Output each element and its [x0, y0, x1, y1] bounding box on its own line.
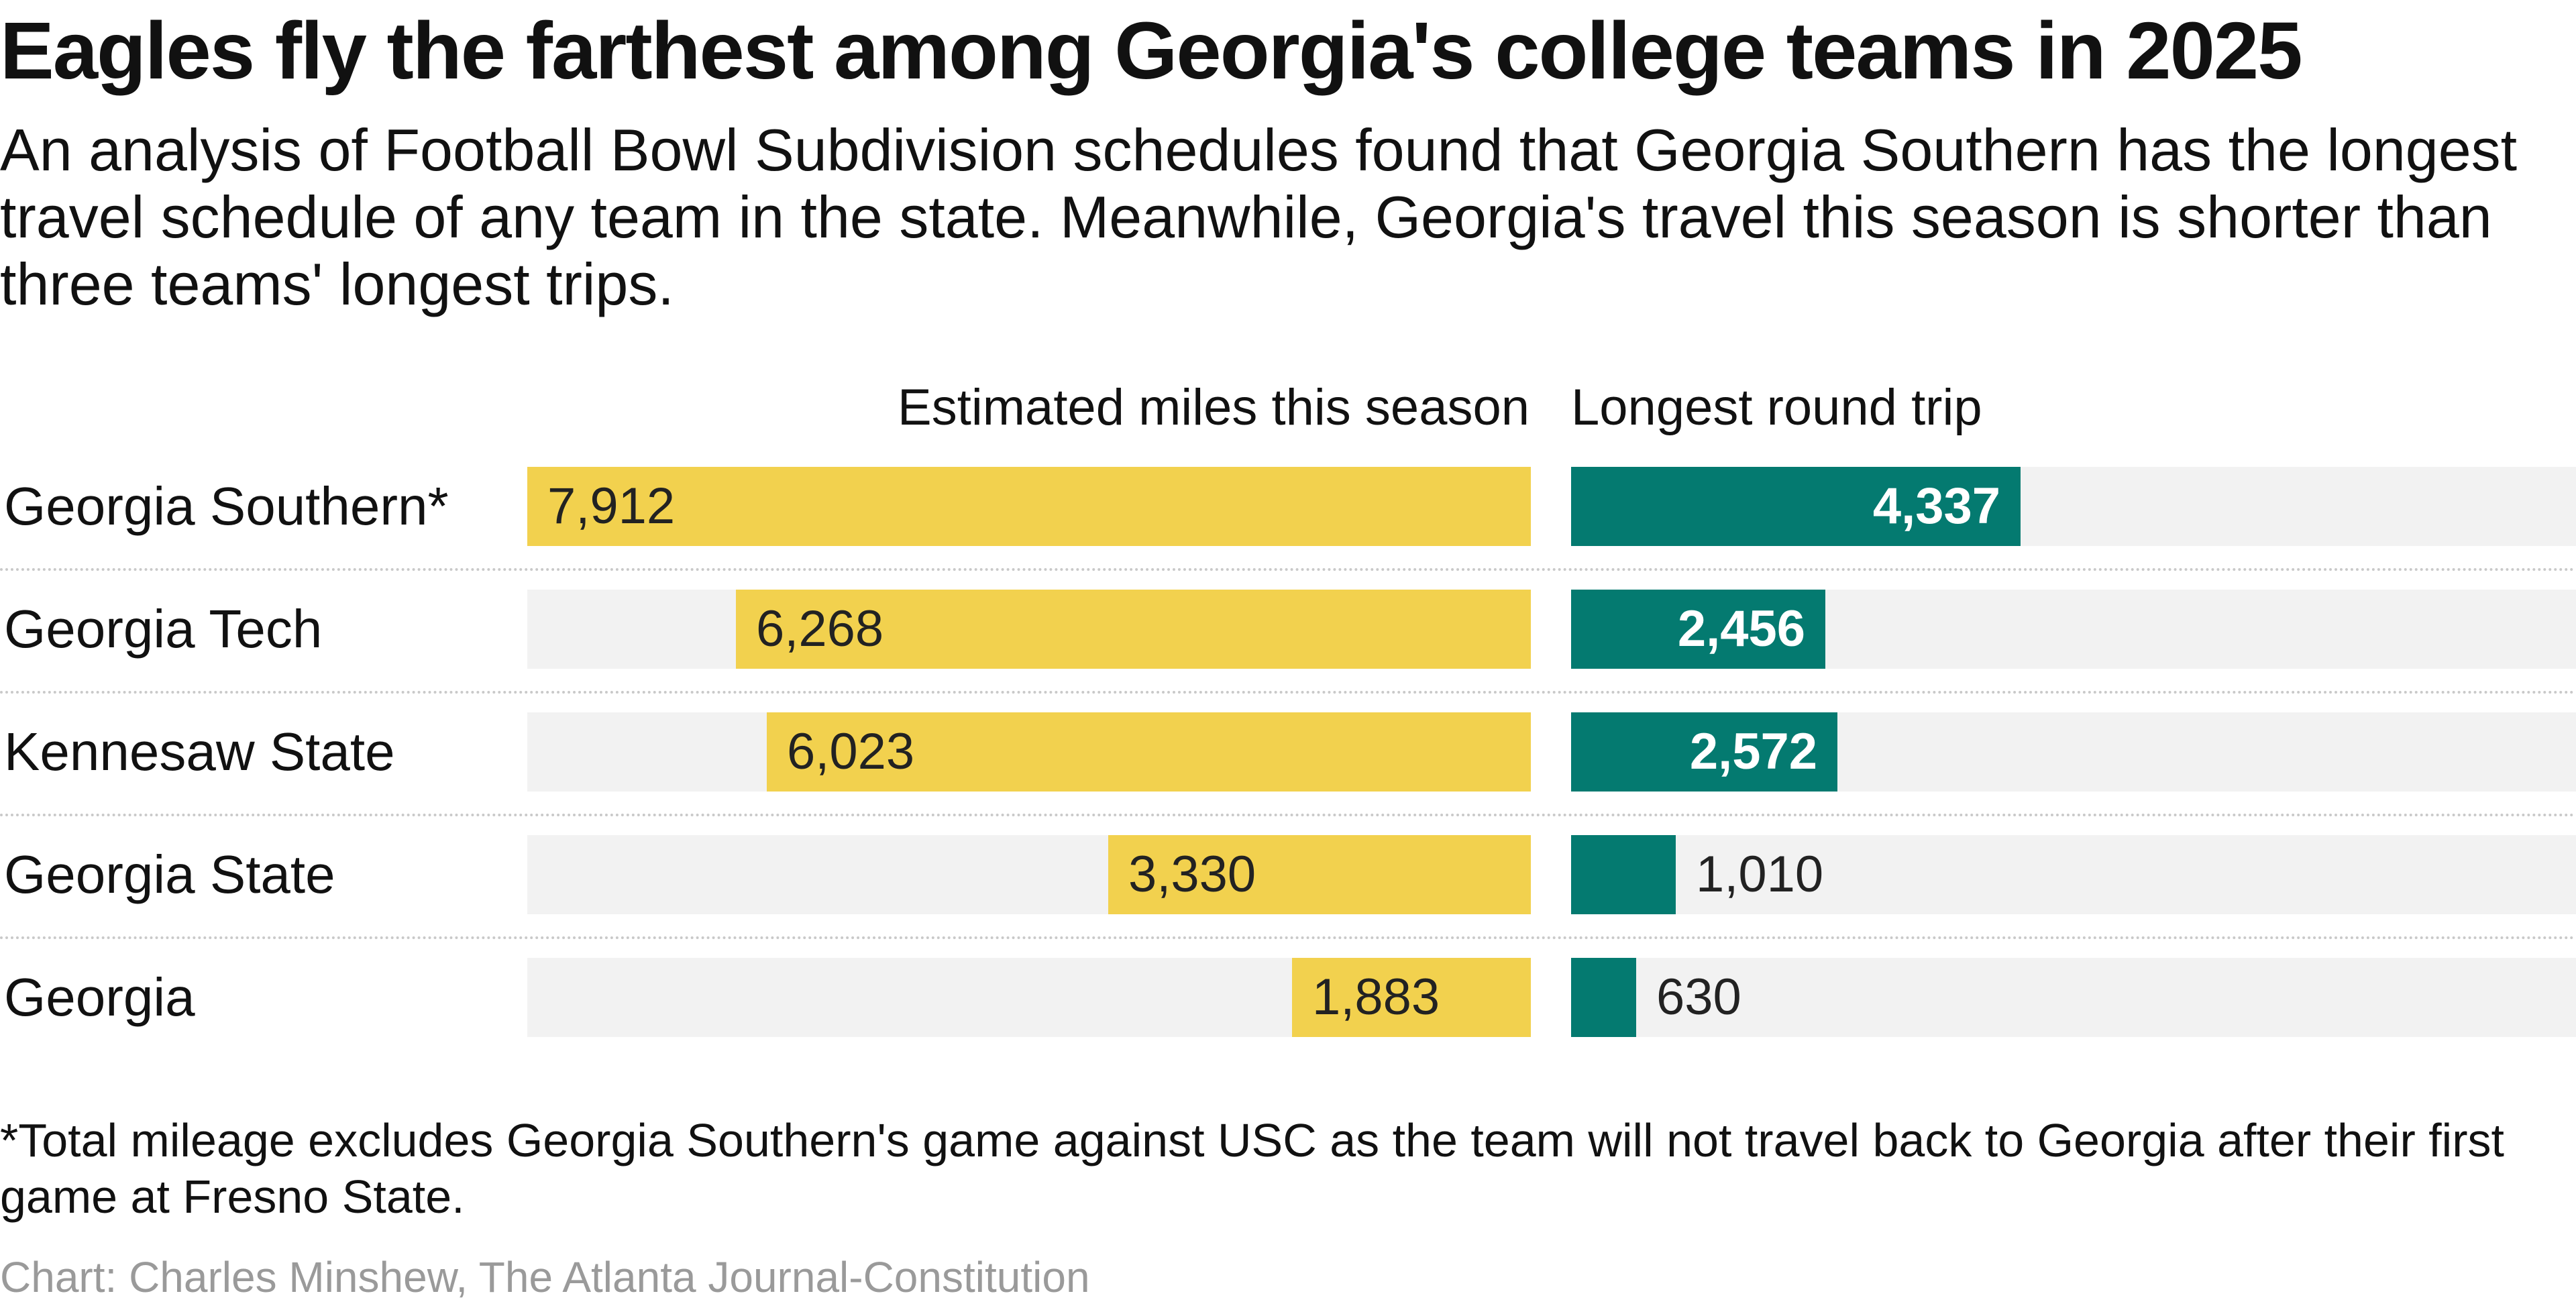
trip-bar	[1571, 958, 1636, 1037]
miles-bar	[1292, 958, 1531, 1037]
row-divider	[0, 814, 2576, 816]
row-divider	[0, 936, 2576, 939]
chart-row: Kennesaw State 6,023 2,572	[0, 712, 2576, 835]
trip-value-label: 630	[1656, 969, 1741, 1026]
miles-bar	[1108, 835, 1531, 914]
trip-bar	[1571, 590, 1825, 669]
team-name-label: Georgia Southern*	[4, 476, 449, 536]
team-name-label: Georgia State	[4, 844, 335, 904]
chart-row: Georgia Southern* 7,912 4,337	[0, 467, 2576, 590]
trip-value-label: 1,010	[1696, 846, 1824, 903]
miles-bar	[736, 590, 1531, 669]
miles-value-label: 6,268	[756, 600, 884, 657]
trip-value-label: 4,337	[1872, 478, 2000, 535]
miles-bar	[767, 712, 1531, 792]
trip-track	[1571, 958, 2576, 1037]
miles-value-label: 1,883	[1312, 969, 1440, 1026]
miles-value-label: 7,912	[547, 478, 676, 535]
miles-column-header: Estimated miles this season	[898, 379, 1529, 436]
trip-column-header: Longest round trip	[1571, 379, 1982, 436]
team-name-label: Georgia Tech	[4, 599, 323, 659]
chart-row: Georgia 1,883 630	[0, 958, 2576, 1081]
chart-row: Georgia Tech 6,268 2,456	[0, 590, 2576, 712]
trip-value-label: 2,572	[1689, 723, 1817, 780]
row-divider	[0, 568, 2576, 571]
chart-row: Georgia State 3,330 1,010	[0, 835, 2576, 958]
team-name-label: Kennesaw State	[4, 722, 395, 781]
team-name-label: Georgia	[4, 967, 195, 1027]
footnote: *Total mileage excludes Georgia Southern…	[0, 1114, 2504, 1223]
trip-bar	[1571, 712, 1837, 792]
chart-title: Eagles fly the farthest among Georgia's …	[0, 5, 2302, 96]
miles-value-label: 3,330	[1128, 846, 1256, 903]
trip-track	[1571, 835, 2576, 914]
trip-bar	[1571, 467, 2021, 546]
row-divider	[0, 691, 2576, 694]
trip-value-label: 2,456	[1677, 600, 1805, 657]
chart-credit: Chart: Charles Minshew, The Atlanta Jour…	[0, 1253, 1090, 1301]
trip-bar	[1571, 835, 1676, 914]
chart-subtitle: An analysis of Football Bowl Subdivision…	[0, 117, 2518, 317]
miles-bar	[527, 467, 1531, 546]
miles-value-label: 6,023	[787, 723, 915, 780]
